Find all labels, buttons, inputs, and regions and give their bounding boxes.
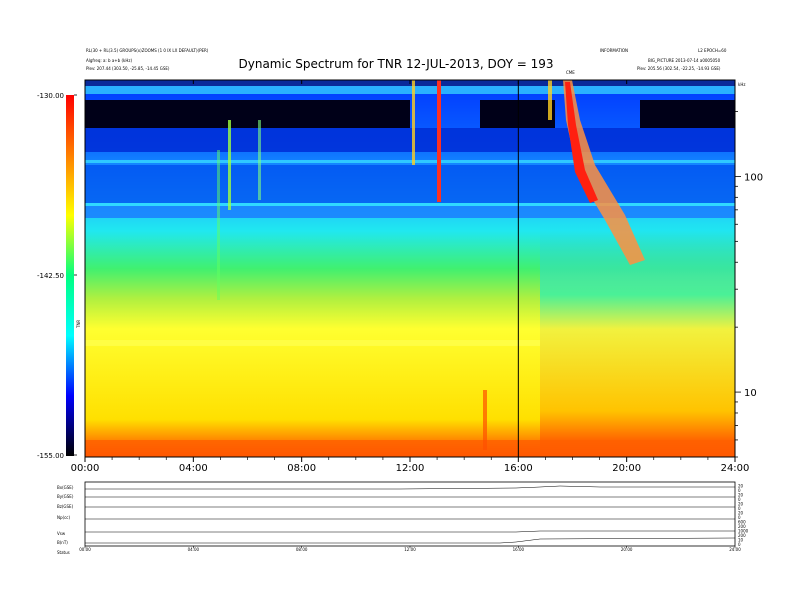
b-trace (85, 485, 735, 490)
subpanel-x-tick-label: 20:00 (621, 547, 633, 552)
burst-stripe (228, 120, 231, 210)
x-tick-label: 16:00 (504, 463, 533, 474)
subpanel-x-tick-label: 04:00 (188, 547, 200, 552)
y-tick-label: 10 (744, 388, 757, 399)
x-tick-label: 20:00 (612, 463, 641, 474)
band-dark (85, 128, 735, 152)
subpanel-right-tick: 0 (738, 515, 741, 520)
spectrogram (85, 80, 735, 457)
band-dark (85, 165, 735, 203)
burst-stripe (412, 80, 415, 165)
burst-stripe (483, 390, 487, 450)
colorbar: -130.00 -142.50 -155.00 TNR (37, 92, 81, 460)
subpanel-y-label: Vsw (57, 531, 66, 536)
subpanel-y-label: Bz(GSE) (57, 504, 74, 509)
colorbar-tick-label: -155.00 (37, 452, 64, 460)
band-cyan-line (85, 160, 735, 163)
subpanel-right-tick: 20 (738, 484, 744, 489)
colorbar-tick-label: -130.00 (37, 92, 64, 100)
np-trace (85, 530, 735, 533)
vsw-trace (85, 537, 736, 544)
burst-stripe (258, 120, 261, 200)
solar-wind-panels: B(nT) Bx(GSE) By(GSE) Bz(GSE) Np(cc) Vsw Statu… (57, 481, 749, 555)
colorbar-rect (66, 95, 74, 456)
band-light-1 (85, 86, 735, 94)
header-right-line2: BIG_PICTURE 2013-07-14 a0005050 (648, 58, 721, 63)
subpanel-right-tick: 0 (738, 488, 741, 493)
subpanel-y-label: Bx(GSE) (57, 485, 74, 490)
chart-title: Dynamic Spectrum for TNR 12-JUL-2013, DO… (238, 57, 554, 71)
subpanel-right-tick: 0 (738, 542, 741, 547)
subpanel-right-tick: 600 (738, 520, 746, 525)
burst-stripe (548, 80, 552, 120)
time-axis: 00:00 04:00 08:00 12:00 16:00 20:00 24:00 (71, 80, 750, 474)
subpanel-right-tick: 1000 (738, 529, 749, 534)
subpanel-right-tick: 200 (738, 533, 746, 538)
burst-stripe (217, 150, 220, 300)
y-tick-label: 100 (744, 172, 763, 183)
x-tick-label: 08:00 (287, 463, 316, 474)
subpanel-y-label: Status (57, 550, 70, 555)
header-left-line1: RL(30 + RL(3.5) GROUPS(x)ZOOMS (1 0 IX L… (86, 48, 209, 53)
band-cyan-line (85, 203, 735, 206)
event-marker-label: CME (566, 70, 575, 75)
post-event-region (540, 225, 735, 457)
subpanel-right-tick: 0 (738, 497, 741, 502)
subpanel-right-tick: 200 (738, 524, 746, 529)
band-orange-bottom (85, 440, 735, 457)
colorbar-label: TNR (76, 320, 81, 329)
subpanel-right-tick: 20 (738, 493, 744, 498)
subpanel-y-label: Np(cc) (57, 515, 70, 520)
subpanel-y-label: B(nT) (57, 540, 68, 545)
subpanel-frame (84, 481, 736, 547)
subpanel-right-tick: 10 (738, 538, 744, 543)
burst-drift (563, 80, 645, 265)
subpanel-x-tick-label: 12:00 (404, 547, 416, 552)
band-blue-strip (85, 206, 735, 218)
subpanel-y-label: By(GSE) (57, 494, 74, 499)
band-yellow-strip (85, 340, 540, 346)
burst-stripe (437, 80, 441, 202)
subpanel-x-tick-label: 16:00 (513, 547, 525, 552)
subpanel-right-tick: 0 (738, 506, 741, 511)
subpanel-x-tick-label: 08:00 (296, 547, 308, 552)
x-tick-label: 12:00 (396, 463, 425, 474)
header-right-top2: L2 EPOCH=60 (698, 48, 727, 53)
band-black (85, 100, 410, 128)
header-right-top1: INFORMATION (600, 48, 629, 53)
subpanel-right-tick: 20 (738, 502, 744, 507)
header-left-line2: Algfreq: a: b a+b (kHz) (86, 58, 133, 63)
band-black (480, 100, 555, 128)
x-tick-label: 00:00 (71, 463, 100, 474)
subpanel-x-tick-label: 00:00 (79, 547, 91, 552)
header-left-line3: Plev: 207.44 (303.50, -25.85, -14.45 GSE… (86, 66, 170, 71)
subpanel-right-tick: 20 (738, 511, 744, 516)
frequency-unit-label: kHz (738, 82, 745, 87)
frequency-axis: kHz 100 10 (735, 82, 763, 458)
band-black (640, 100, 735, 128)
header-right-line3: Plev: 205.56 (302.54, -22.25, -14.93 GSE… (637, 66, 721, 71)
x-tick-label: 24:00 (721, 463, 750, 474)
colorbar-tick-label: -142.50 (37, 272, 64, 280)
burst-core (565, 82, 598, 203)
subpanel-x-tick-label: 24:00 (729, 547, 741, 552)
x-tick-label: 04:00 (179, 463, 208, 474)
